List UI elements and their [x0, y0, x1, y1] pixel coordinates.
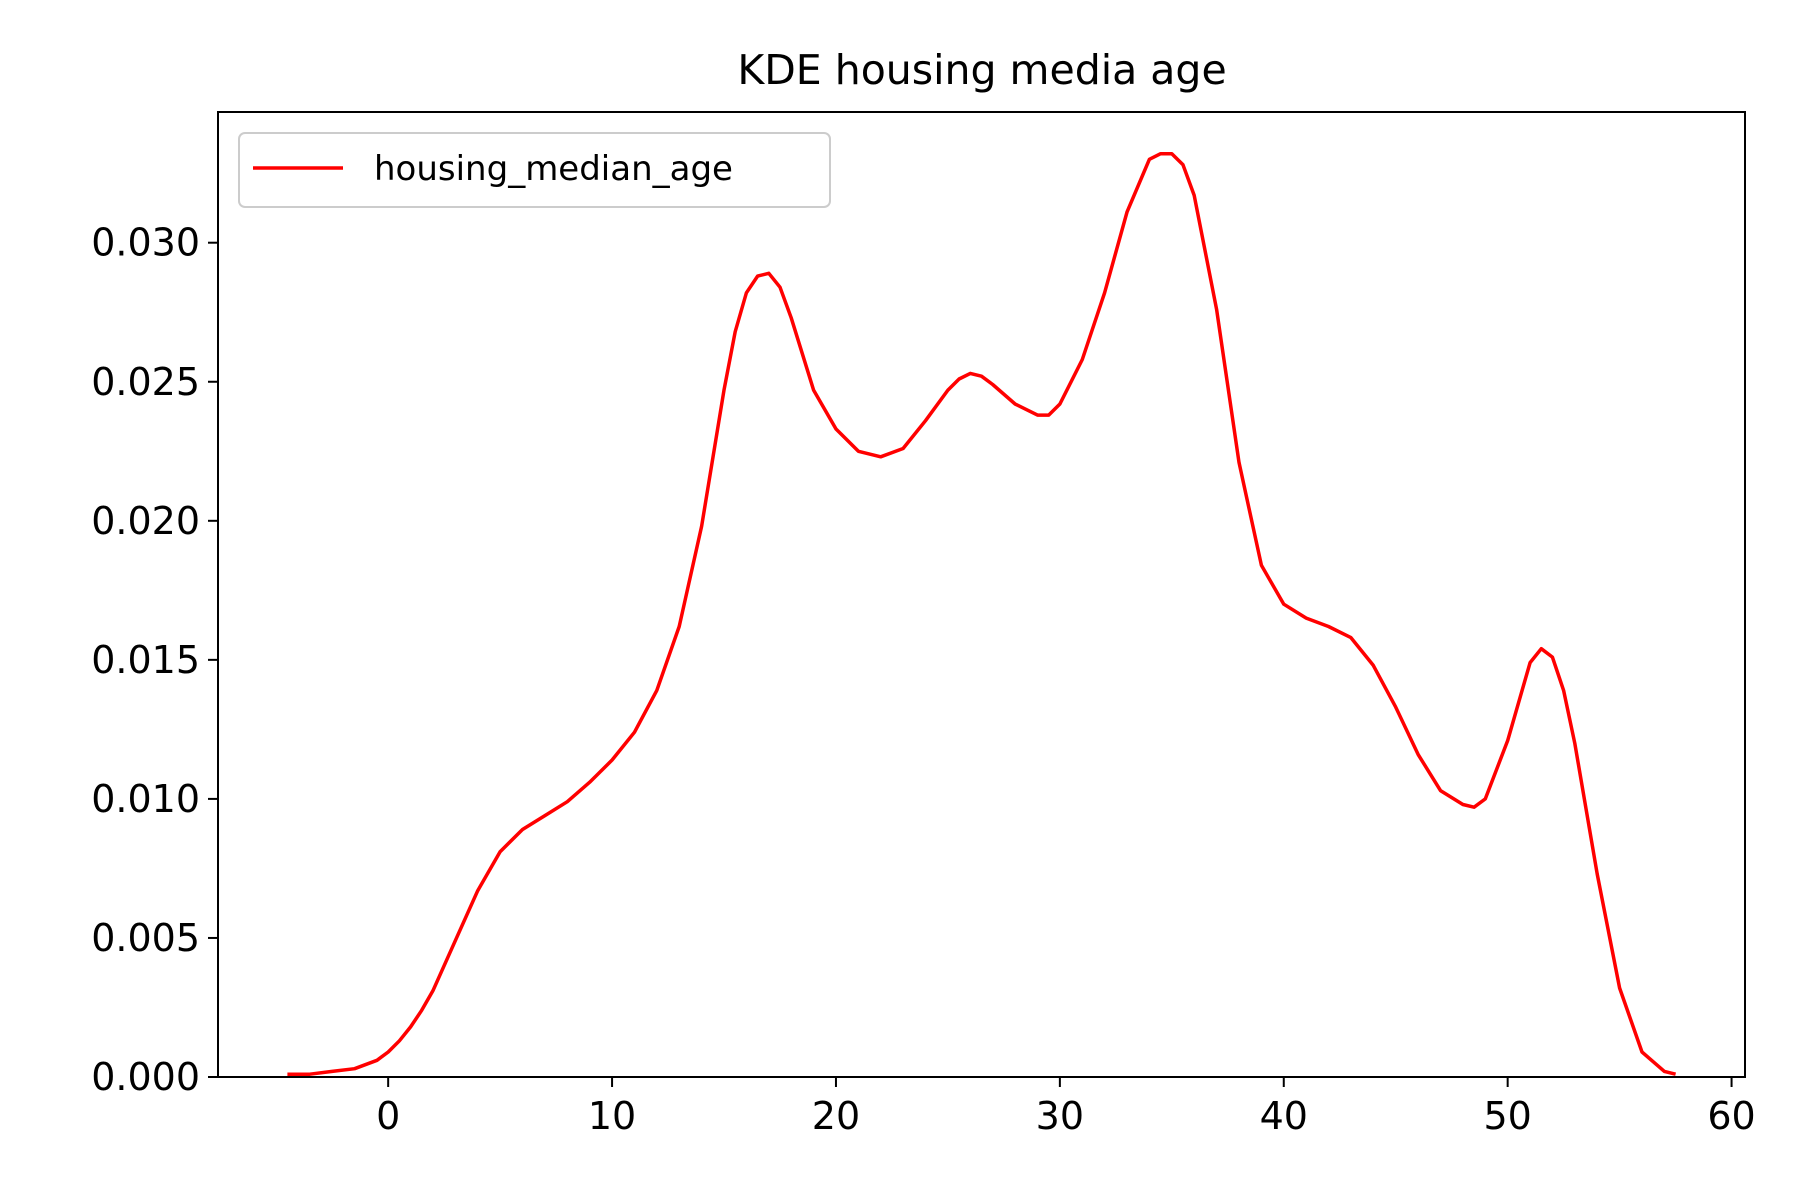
x-axis: 0 10 20 30 40 50 60	[376, 1077, 1756, 1138]
y-axis: 0.000 0.005 0.010 0.015 0.020 0.025 0.030	[91, 221, 218, 1099]
y-tick-label: 0.000	[91, 1055, 200, 1099]
y-tick-label: 0.010	[91, 777, 200, 821]
y-tick-label: 0.005	[91, 916, 200, 960]
plot-lines	[287, 154, 1675, 1074]
chart-title: KDE housing media age	[737, 46, 1226, 94]
x-tick-label: 0	[376, 1094, 400, 1138]
y-tick-label: 0.030	[91, 221, 200, 265]
y-tick-label: 0.020	[91, 499, 200, 543]
x-tick-label: 40	[1260, 1094, 1308, 1138]
y-tick-label: 0.015	[91, 638, 200, 682]
legend-label: housing_median_age	[374, 149, 733, 189]
x-tick-label: 10	[588, 1094, 636, 1138]
kde-line	[287, 154, 1675, 1074]
x-tick-label: 60	[1707, 1094, 1755, 1138]
legend: housing_median_age	[239, 133, 830, 207]
y-tick-label: 0.025	[91, 360, 200, 404]
plot-frame	[218, 112, 1745, 1077]
x-tick-label: 30	[1036, 1094, 1084, 1138]
x-tick-label: 20	[812, 1094, 860, 1138]
x-tick-label: 50	[1483, 1094, 1531, 1138]
